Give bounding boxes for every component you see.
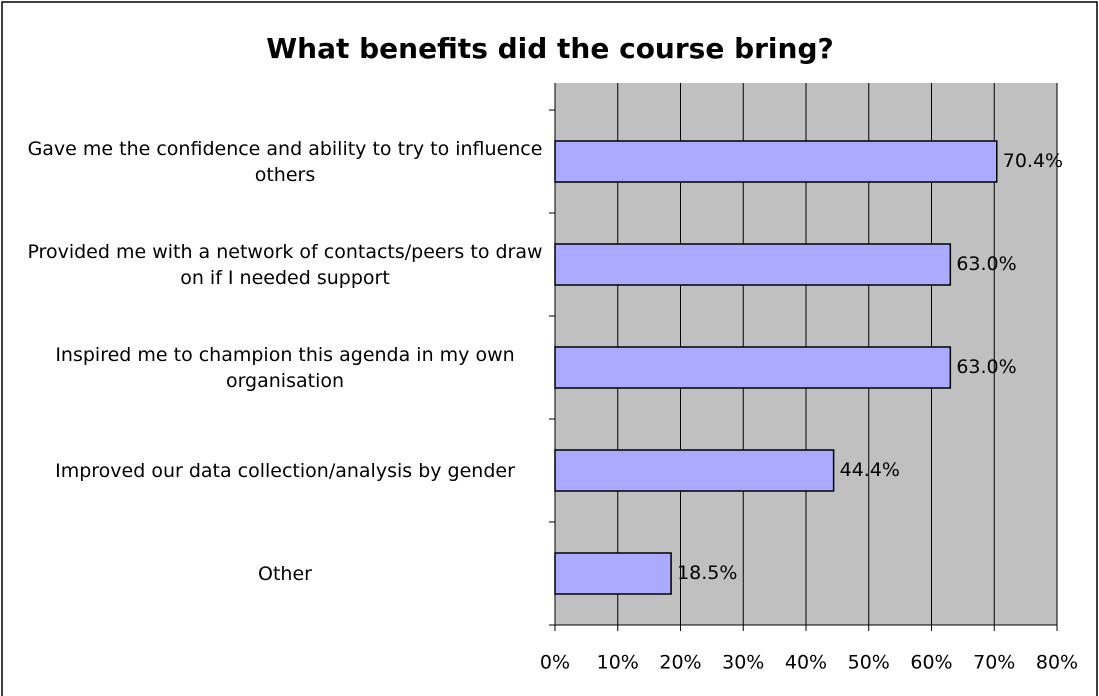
bar xyxy=(554,140,998,183)
bar xyxy=(554,243,952,286)
y-tick-label: Other xyxy=(258,562,312,585)
y-tick-label: Provided me with a network of contacts/p… xyxy=(27,240,543,289)
x-tick-label: 20% xyxy=(659,652,701,674)
value-label: 63.0% xyxy=(956,356,1016,378)
value-label: 18.5% xyxy=(677,562,737,584)
y-tick-label: Inspired me to champion this agenda in m… xyxy=(55,343,515,392)
x-tick-label: 10% xyxy=(597,652,639,674)
x-tick-label: 40% xyxy=(785,652,827,674)
x-tick-label: 70% xyxy=(973,652,1015,674)
x-tick-label: 50% xyxy=(848,652,890,674)
x-tick-label: 60% xyxy=(910,652,952,674)
value-label: 63.0% xyxy=(956,253,1016,275)
y-tick-label: Improved our data collection/analysis by… xyxy=(55,459,515,482)
x-tick-label: 30% xyxy=(722,652,764,674)
bar xyxy=(554,449,835,492)
value-label: 44.4% xyxy=(840,459,900,481)
x-tick-label: 0% xyxy=(540,652,570,674)
bar xyxy=(554,552,672,595)
bar xyxy=(554,346,952,389)
y-tick-label: Gave me the confidence and ability to tr… xyxy=(27,137,543,186)
value-label: 70.4% xyxy=(1003,150,1063,172)
chart-title: What benefits did the course bring? xyxy=(266,32,834,65)
x-tick-label: 80% xyxy=(1036,652,1078,674)
